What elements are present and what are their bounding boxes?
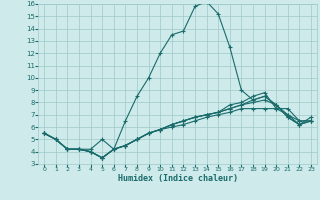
X-axis label: Humidex (Indice chaleur): Humidex (Indice chaleur) <box>118 174 238 183</box>
